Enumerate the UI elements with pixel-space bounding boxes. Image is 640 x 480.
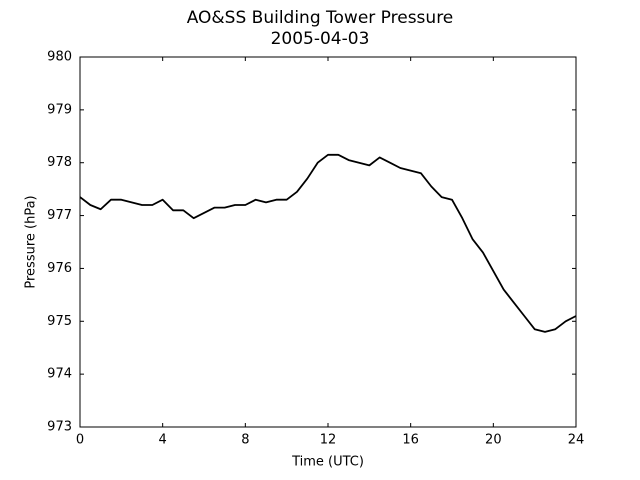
y-tick-label: 974 [47, 367, 72, 382]
y-tick-label: 978 [47, 155, 72, 170]
x-tick-label: 4 [159, 433, 167, 448]
x-tick-label: 24 [568, 433, 585, 448]
x-tick-label: 0 [76, 433, 84, 448]
x-tick-label: 16 [402, 433, 419, 448]
x-tick-label: 20 [485, 433, 502, 448]
y-tick-label: 973 [47, 420, 72, 435]
line [79, 153, 577, 333]
y-axis-label: Pressure (hPa) [24, 195, 39, 288]
chart-subtitle: 2005-04-03 [271, 29, 370, 49]
y-tick-label: 977 [47, 208, 72, 223]
plot-frame [79, 56, 577, 428]
x-tick-label: 8 [241, 433, 249, 448]
y-tick-label: 975 [47, 314, 72, 329]
y-tick-label: 976 [47, 261, 72, 276]
y-tick-label: 979 [47, 102, 72, 117]
x-axis-label: Time (UTC) [291, 455, 364, 470]
y-tick-label: 980 [47, 50, 72, 65]
chart-title: AO&SS Building Tower Pressure [187, 8, 454, 28]
x-tick-label: 12 [320, 433, 337, 448]
